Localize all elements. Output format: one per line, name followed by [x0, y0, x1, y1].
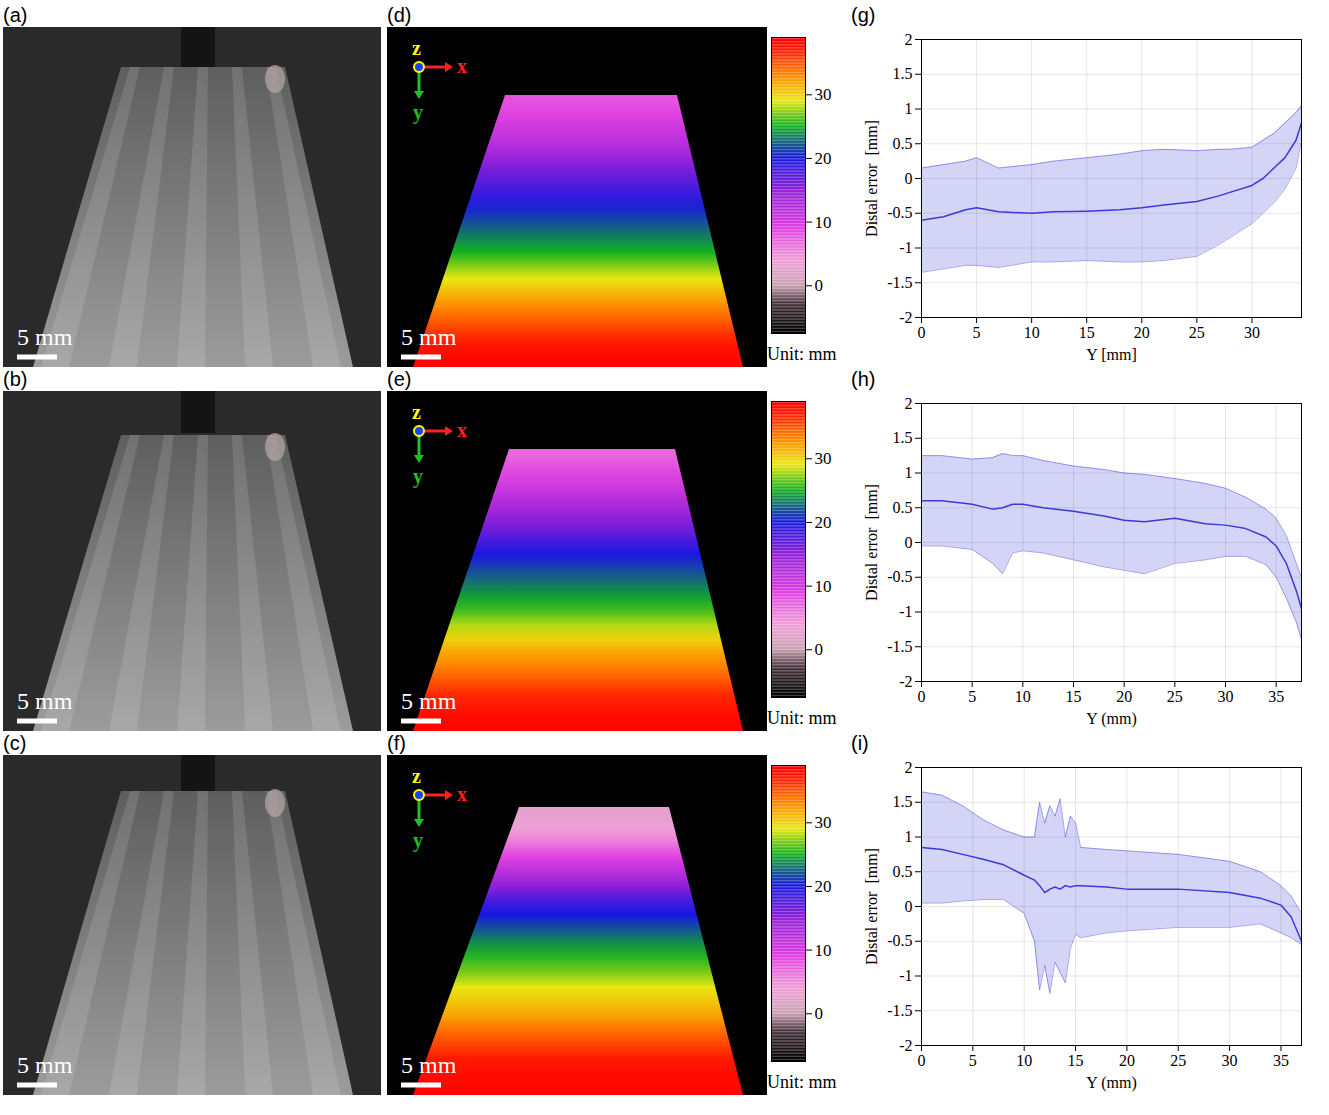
svg-text:25: 25 — [1167, 688, 1183, 705]
svg-text:5: 5 — [973, 324, 981, 341]
html-text:(i): (i) — [851, 732, 869, 754]
svg-text:0: 0 — [815, 1004, 824, 1023]
svg-text:-0.5: -0.5 — [887, 932, 912, 949]
svg-text:5 mm: 5 mm — [401, 324, 457, 350]
svg-text:x: x — [457, 783, 467, 805]
html-text:(d): (d) — [387, 4, 412, 26]
svg-text:2: 2 — [905, 395, 913, 412]
svg-text:10: 10 — [1016, 1052, 1032, 1069]
svg-text:1: 1 — [905, 828, 913, 845]
svg-text:0.5: 0.5 — [893, 863, 913, 880]
svg-text:1.5: 1.5 — [893, 65, 913, 82]
svg-text:-1.5: -1.5 — [887, 274, 912, 291]
svg-text:5 mm: 5 mm — [17, 688, 73, 714]
svg-text:30: 30 — [1218, 688, 1234, 705]
svg-text:Distal error [mm]: Distal error [mm] — [863, 848, 880, 965]
svg-text:2: 2 — [905, 759, 913, 776]
html-text:(h): (h) — [851, 368, 876, 390]
svg-text:-1: -1 — [899, 603, 912, 620]
svg-text:10: 10 — [1015, 688, 1031, 705]
svg-text:Distal error [mm]: Distal error [mm] — [863, 120, 880, 237]
svg-text:-0.5: -0.5 — [887, 204, 912, 221]
svg-text:15: 15 — [1068, 1052, 1084, 1069]
svg-text:20: 20 — [1116, 688, 1132, 705]
svg-text:10: 10 — [1024, 324, 1040, 341]
svg-text:30: 30 — [1244, 324, 1260, 341]
html-text:Unit: mm: Unit: mm — [767, 708, 837, 728]
svg-text:y: y — [413, 465, 423, 488]
svg-text:0: 0 — [918, 688, 926, 705]
html-text:(g): (g) — [851, 4, 876, 26]
svg-text:Distal error [mm]: Distal error [mm] — [863, 484, 880, 601]
svg-text:20: 20 — [815, 877, 832, 896]
svg-text:y: y — [413, 101, 423, 124]
html-text:(a): (a) — [3, 4, 28, 26]
svg-text:y: y — [413, 829, 423, 852]
svg-text:35: 35 — [1273, 1052, 1289, 1069]
svg-text:-2: -2 — [899, 1037, 912, 1054]
svg-text:-2: -2 — [899, 309, 912, 326]
svg-text:1: 1 — [905, 100, 913, 117]
html-text:Unit: mm: Unit: mm — [767, 344, 837, 364]
svg-text:0.5: 0.5 — [893, 135, 913, 152]
svg-text:2: 2 — [905, 31, 913, 48]
svg-text:30: 30 — [1222, 1052, 1238, 1069]
svg-text:z: z — [412, 765, 421, 787]
html-text:(f): (f) — [387, 732, 406, 754]
svg-text:35: 35 — [1268, 688, 1284, 705]
svg-text:z: z — [412, 401, 421, 423]
svg-text:15: 15 — [1079, 324, 1095, 341]
svg-text:5 mm: 5 mm — [17, 324, 73, 350]
svg-text:0.5: 0.5 — [893, 499, 913, 516]
svg-text:-0.5: -0.5 — [887, 568, 912, 585]
svg-text:Y (mm): Y (mm) — [1086, 1074, 1137, 1092]
svg-text:-1: -1 — [899, 967, 912, 984]
svg-text:20: 20 — [1119, 1052, 1135, 1069]
svg-text:Y [mm]: Y [mm] — [1086, 346, 1137, 363]
svg-text:5 mm: 5 mm — [401, 1052, 457, 1078]
svg-text:25: 25 — [1170, 1052, 1186, 1069]
svg-text:0: 0 — [815, 276, 824, 295]
svg-text:1: 1 — [905, 464, 913, 481]
svg-text:x: x — [457, 55, 467, 77]
svg-text:-1: -1 — [899, 239, 912, 256]
svg-text:30: 30 — [815, 85, 832, 104]
svg-text:20: 20 — [1134, 324, 1150, 341]
svg-text:0: 0 — [918, 1052, 926, 1069]
svg-text:1.5: 1.5 — [893, 793, 913, 810]
html-text:(b): (b) — [3, 368, 28, 390]
svg-text:20: 20 — [815, 149, 832, 168]
svg-text:5 mm: 5 mm — [401, 688, 457, 714]
svg-text:30: 30 — [815, 449, 832, 468]
svg-text:0: 0 — [905, 534, 913, 551]
svg-text:20: 20 — [815, 513, 832, 532]
svg-text:-1.5: -1.5 — [887, 1002, 912, 1019]
svg-text:0: 0 — [905, 170, 913, 187]
svg-text:z: z — [412, 37, 421, 59]
svg-text:1.5: 1.5 — [893, 429, 913, 446]
svg-text:0: 0 — [918, 324, 926, 341]
svg-text:15: 15 — [1066, 688, 1082, 705]
html-text:(c): (c) — [3, 732, 27, 754]
svg-text:10: 10 — [815, 213, 832, 232]
html-text:(e): (e) — [387, 368, 412, 390]
svg-text:-2: -2 — [899, 673, 912, 690]
svg-text:10: 10 — [815, 941, 832, 960]
html-text:Unit: mm: Unit: mm — [767, 1072, 837, 1092]
svg-text:0: 0 — [815, 640, 824, 659]
svg-text:25: 25 — [1189, 324, 1205, 341]
svg-text:5: 5 — [968, 688, 976, 705]
svg-text:5 mm: 5 mm — [17, 1052, 73, 1078]
svg-text:10: 10 — [815, 577, 832, 596]
svg-text:x: x — [457, 419, 467, 441]
svg-text:5: 5 — [969, 1052, 977, 1069]
svg-text:-1.5: -1.5 — [887, 638, 912, 655]
svg-text:0: 0 — [905, 898, 913, 915]
svg-text:Y (mm): Y (mm) — [1086, 710, 1137, 728]
svg-text:30: 30 — [815, 813, 832, 832]
